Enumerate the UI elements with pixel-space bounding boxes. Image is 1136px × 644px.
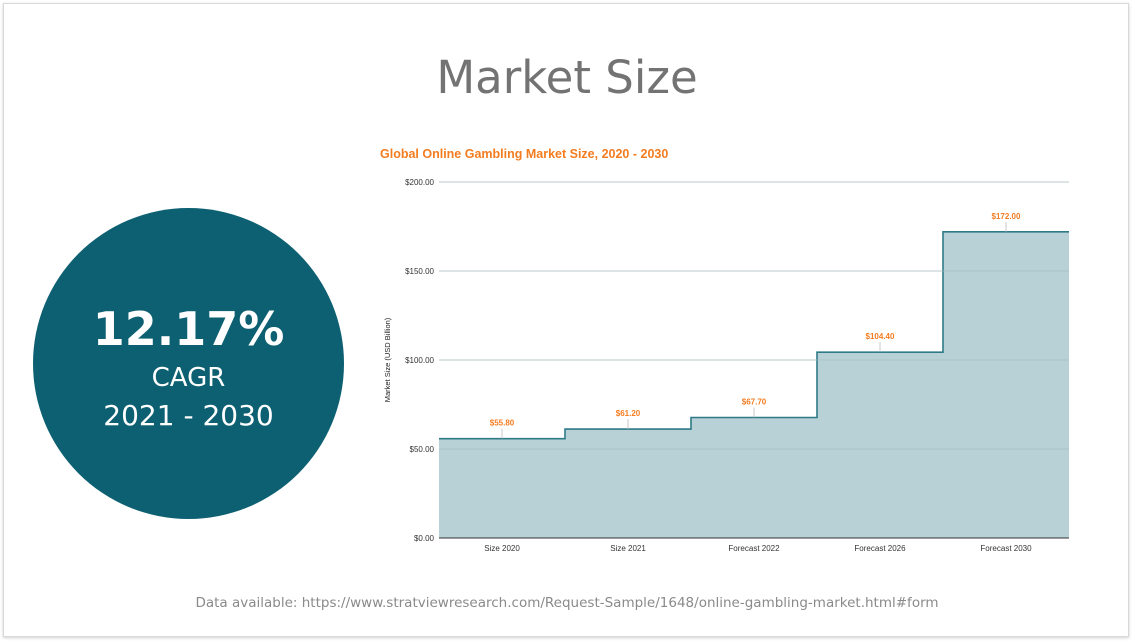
- data-label: $67.70: [742, 397, 767, 406]
- y-tick-label: $0.00: [414, 534, 435, 543]
- x-tick-label: Forecast 2026: [854, 544, 906, 553]
- data-label: $61.20: [616, 409, 641, 418]
- x-tick-label: Size 2021: [610, 544, 646, 553]
- data-label: $104.40: [866, 332, 895, 341]
- data-label: $55.80: [490, 419, 515, 428]
- source-note: Data available: https://www.stratviewres…: [195, 595, 939, 611]
- y-tick-labels: $0.00 $50.00 $100.00 $150.00 $200.00: [405, 178, 434, 543]
- area-fill: [439, 231, 1069, 538]
- cagr-circle: 12.17% CAGR 2021 - 2030: [33, 208, 344, 519]
- chart-title: Global Online Gambling Market Size, 2020…: [380, 147, 668, 161]
- slide-title: Market Size: [436, 51, 698, 104]
- x-tick-labels: Size 2020 Size 2021 Forecast 2022 Forecast …: [484, 544, 1032, 553]
- y-tick-label: $50.00: [410, 445, 435, 454]
- chart-svg: Global Online Gambling Market Size, 2020…: [380, 147, 1069, 553]
- x-tick-label: Forecast 2030: [980, 544, 1032, 553]
- chart-y-axis-label: Market Size (USD Billion): [383, 317, 392, 402]
- market-size-chart: Global Online Gambling Market Size, 2020…: [374, 136, 1074, 556]
- y-tick-label: $200.00: [405, 178, 434, 187]
- cagr-value: 12.17%: [92, 302, 285, 356]
- y-tick-label: $100.00: [405, 356, 434, 365]
- slide: Market Size 12.17% CAGR 2021 - 2030 Glob…: [3, 3, 1129, 637]
- x-tick-label: Size 2020: [484, 544, 520, 553]
- data-label: $172.00: [992, 212, 1021, 221]
- cagr-label: CAGR: [151, 363, 226, 393]
- y-tick-label: $150.00: [405, 267, 434, 276]
- cagr-period: 2021 - 2030: [103, 399, 274, 432]
- x-tick-label: Forecast 2022: [728, 544, 780, 553]
- data-labels: $55.80 $61.20 $67.70 $104.40 $172.00: [490, 212, 1021, 439]
- area-series: [439, 181, 1069, 539]
